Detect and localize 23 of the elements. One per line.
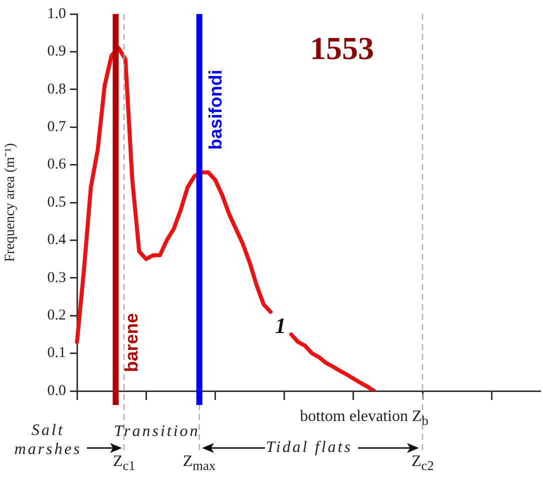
y-tick-label: 0.7 [47, 119, 66, 136]
text: Salt marshes [13, 421, 83, 459]
y-tick-label: 0.4 [47, 232, 66, 248]
y-tick-label: 0.0 [47, 382, 66, 399]
annotation: barene [122, 313, 142, 372]
text: Tidal flats [266, 439, 352, 457]
text: Z$_{max}$ [182, 453, 216, 474]
y-tick-label: 1.0 [47, 6, 66, 22]
y-tick-label: 0.9 [47, 44, 66, 60]
annotation: basifondi [205, 70, 226, 150]
text: Z$_{c1}$ [112, 453, 136, 474]
y-tick-label: 0.8 [47, 81, 66, 98]
annotation: 1553 [310, 30, 374, 67]
text: Z$_{c2}$ [412, 453, 434, 474]
y-tick-label: 0.2 [47, 308, 66, 324]
y-tick-label: 0.6 [47, 156, 66, 173]
y-tick-label: 0.1 [47, 345, 66, 362]
annotation: 1 [275, 313, 286, 338]
y-axis-title: Frequency area (m⁻¹) [3, 142, 18, 262]
y-tick-label: 0.3 [47, 270, 66, 286]
x-axis-title: bottom elevation Z$_{b}$ [300, 408, 428, 430]
text: Transition [114, 423, 200, 441]
y-tick-label: 0.5 [47, 194, 66, 210]
